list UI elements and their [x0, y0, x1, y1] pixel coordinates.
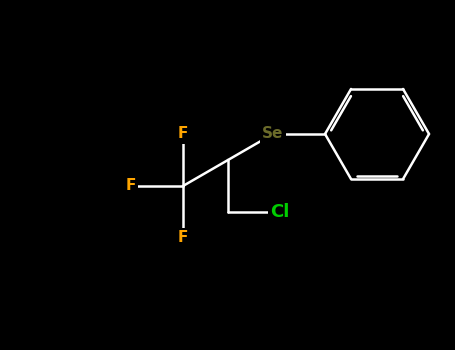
Text: F: F: [178, 231, 188, 245]
Text: Cl: Cl: [270, 203, 290, 221]
Text: F: F: [126, 178, 136, 194]
Text: Se: Se: [263, 126, 284, 141]
Text: F: F: [178, 126, 188, 141]
